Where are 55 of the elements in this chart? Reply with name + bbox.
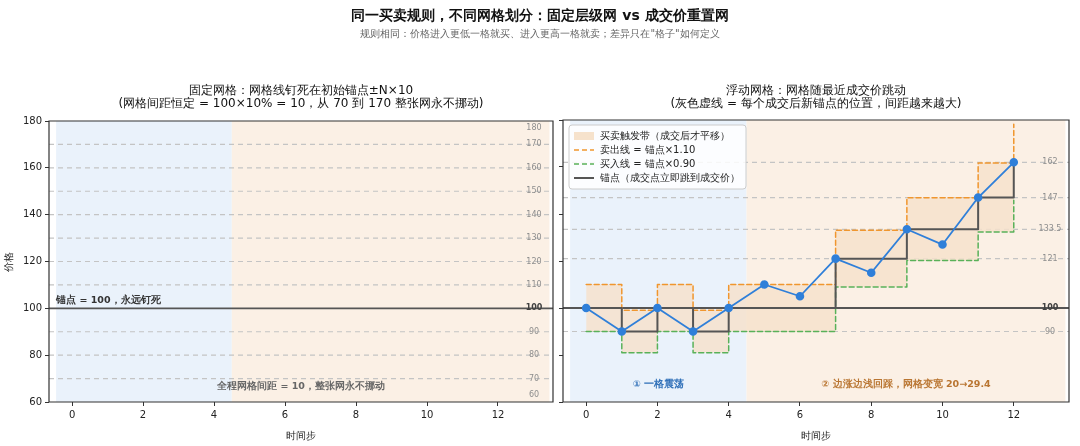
x-tick-label: 6 (281, 408, 289, 420)
x-tick-label: 0 (582, 408, 590, 420)
ref-line-label: 90 (528, 326, 540, 336)
y-tick-label: 80 (29, 348, 42, 360)
ref-line-label: 170 (526, 139, 542, 149)
x-tick-label: 0 (68, 408, 76, 420)
annotation: 全程网格间距 = 10，整张网永不挪动 (216, 380, 385, 392)
legend-label: 买卖触发带（成交后才平移） (600, 129, 730, 141)
ref-line-label: 162 (1042, 157, 1058, 167)
x-tick-label: 10 (420, 408, 434, 420)
x-tick-label: 8 (868, 408, 875, 420)
ref-line-label: 140 (526, 209, 542, 219)
legend-label: 卖出线 = 锚点×1.10 (600, 143, 696, 155)
ref-line-label: 121 (1042, 253, 1058, 263)
x-tick-label: 12 (1007, 408, 1021, 420)
chart-title: 浮动网格：网格随最近成交价跳动 (725, 83, 907, 97)
ref-line-label: 150 (526, 186, 542, 196)
x-tick-label: 6 (796, 408, 804, 420)
legend-label: 买入线 = 锚点×0.90 (600, 157, 696, 169)
ref-line-label: 160 (526, 162, 542, 172)
text: 同一买卖规则，不同网格划分：固定层级网 vs 成交价重置网 (350, 6, 730, 24)
chart-subtitle: (网格间距恒定 = 100×10% = 10，从 70 到 170 整张网永不挪动) (117, 96, 485, 110)
y-tick-label: 120 (22, 255, 42, 267)
text: 规则相同：价格进入更低一格就买、进入更高一格就卖；差异只在"格子"如何定义 (359, 27, 721, 40)
chart-subtitle: (灰色虚线 = 每个成交后新锚点的位置，间距越来越大) (669, 96, 963, 110)
x-tick-label: 4 (210, 408, 218, 420)
x-axis-title: 时间步 (801, 429, 831, 441)
ref-line-label: 110 (526, 279, 542, 289)
band-label: ① 一格震荡 (632, 378, 684, 390)
annotation: 180 (526, 123, 542, 133)
ref-line-label: 90 (1044, 326, 1056, 336)
x-tick-label: 10 (936, 408, 949, 420)
ref-line-label: 120 (526, 256, 542, 266)
y-tick-label: 140 (22, 208, 42, 220)
y-axis-title: 价格 (2, 251, 14, 273)
chart-title: 固定网格：网格线钉死在初始锚点±N×10 (188, 83, 415, 97)
x-tick-label: 8 (352, 408, 360, 420)
legend-label: 锚点（成交点立即跳到成交价） (599, 171, 740, 183)
ref-line-label: 130 (526, 233, 542, 243)
ref-line-label: 133.5 (1038, 224, 1062, 234)
x-tick-label: 2 (139, 408, 147, 420)
y-tick-label: 160 (22, 161, 42, 173)
ref-line-label: 70 (528, 373, 540, 383)
x-tick-label: 4 (725, 408, 732, 420)
y-tick-label: 100 (22, 301, 42, 313)
ref-line-label: 80 (528, 350, 540, 360)
y-tick-label: 60 (29, 395, 42, 407)
x-tick-label: 2 (654, 408, 661, 420)
x-tick-label: 12 (491, 408, 505, 420)
annotation: 60 (528, 390, 540, 400)
annotation: 锚点 = 100，永远钉死 (55, 294, 162, 306)
x-axis-title: 时间步 (286, 429, 316, 441)
y-tick-label: 180 (22, 114, 42, 126)
band-label: ② 边涨边浅回踩，网格变宽 20→29.4 (821, 378, 991, 390)
ref-line-label: 147 (1042, 192, 1058, 202)
